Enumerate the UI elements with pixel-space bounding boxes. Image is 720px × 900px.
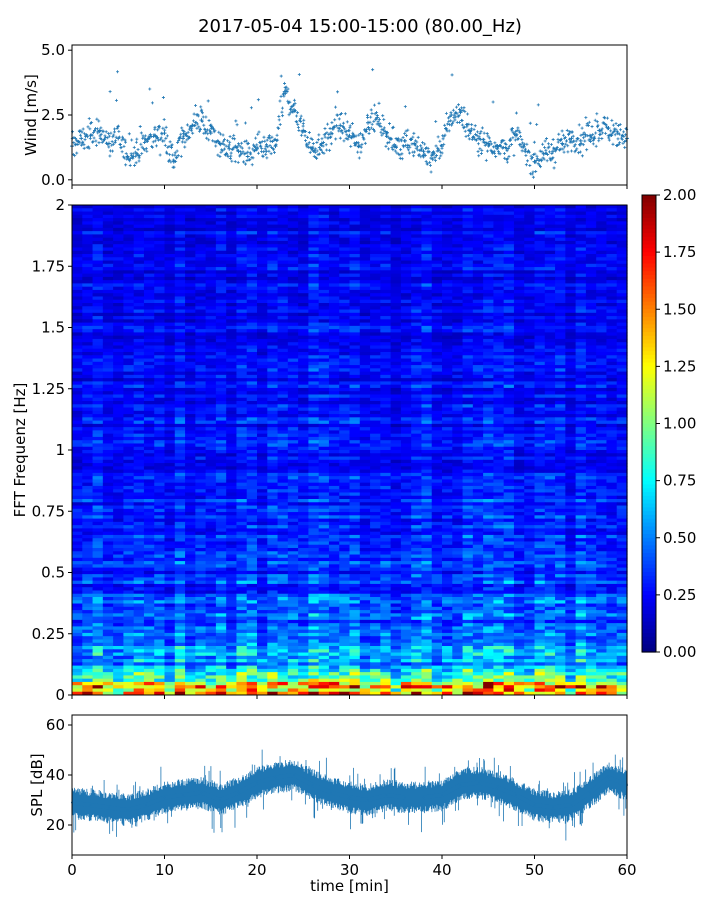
- wind-x-ticks: [71, 185, 628, 189]
- spectrogram-y-axis-label: FFT Frequenz [Hz]: [11, 383, 29, 518]
- colorbar-tick-label: 0.75: [663, 472, 696, 490]
- spl-panel: 20 40 60 0 10 20 30 40 50 60 SPL [dB] time [min]: [28, 714, 637, 895]
- spl-data-point: [163, 796, 166, 799]
- wind-data-point: [430, 157, 435, 162]
- colorbar-ticks: 0.00 0.25 0.50 0.75 1.00 1.25 1.50 1.75 2.00: [656, 186, 696, 661]
- spectrogram-y-tick-label: 0.75: [32, 502, 65, 520]
- spl-data-point: [145, 804, 147, 806]
- wind-data-point: [578, 138, 583, 143]
- wind-data-point: [569, 136, 574, 141]
- spl-x-tick-label: 50: [525, 861, 544, 879]
- colorbar: 0.00 0.25 0.50 0.75 1.00 1.25 1.50 1.75 2.00: [641, 186, 696, 661]
- spectrogram-y-tick-label: 0.25: [32, 625, 65, 643]
- spl-data-point: [108, 806, 110, 809]
- wind-data-point: [227, 146, 232, 151]
- colorbar-tick-label: 2.00: [663, 186, 696, 204]
- spl-data-point: [459, 784, 462, 786]
- wind-data-point: [421, 149, 426, 154]
- wind-points: [70, 68, 629, 179]
- wind-data-point: [338, 123, 343, 128]
- wind-y-tick-label: 2.5: [41, 106, 65, 124]
- spl-y-tick-label: 60: [46, 716, 65, 734]
- spectrogram-y-tick-label: 1.75: [32, 257, 65, 275]
- spl-data-point: [515, 794, 517, 796]
- wind-data-point: [245, 154, 250, 159]
- wind-data-point: [181, 136, 185, 141]
- spl-data-point: [367, 799, 369, 801]
- spectrogram-y-tick-label: 0: [55, 686, 65, 704]
- spl-y-tick-label: 20: [46, 816, 65, 834]
- wind-y-tick-label: 0.0: [41, 171, 65, 189]
- colorbar-tick-label: 0.50: [663, 529, 696, 547]
- spl-x-ticks: 0 10 20 30 40 50 60: [67, 855, 637, 879]
- wind-y-ticks: 0.0 2.5 5.0: [41, 41, 72, 189]
- spl-x-axis-label: time [min]: [310, 877, 389, 895]
- spl-data-point: [274, 776, 277, 779]
- colorbar-tick-label: 0.00: [663, 643, 696, 661]
- wind-y-tick-label: 5.0: [41, 41, 65, 59]
- spl-y-ticks: 20 40 60: [46, 716, 72, 834]
- spl-y-axis-label: SPL [dB]: [28, 753, 46, 816]
- spl-data-point: [552, 806, 554, 809]
- spl-y-tick-label: 40: [46, 766, 65, 784]
- colorbar-gradient: [642, 195, 656, 653]
- spl-data-point: [496, 786, 499, 789]
- colorbar-tick-label: 1.25: [663, 357, 696, 375]
- spl-x-tick-label: 0: [67, 861, 77, 879]
- spl-data-point: [422, 796, 425, 799]
- spl-x-tick-label: 60: [617, 861, 636, 879]
- spl-data-point: [478, 781, 480, 784]
- spectrogram-y-tick-label: 2: [55, 196, 65, 214]
- spl-x-tick-label: 40: [432, 861, 451, 879]
- spectrogram-panel: 0 0.25 0.5 0.75 1 1.25 1.5 1.75 2 FFT Frequenz […: [11, 196, 628, 704]
- spl-x-tick-label: 10: [155, 861, 174, 879]
- spl-x-tick-label: 20: [247, 861, 266, 879]
- wind-axes-frame: [71, 44, 628, 186]
- spl-data-point: [570, 804, 573, 806]
- colorbar-tick-label: 0.25: [663, 586, 696, 604]
- spl-data-point: [126, 809, 129, 811]
- wind-panel: 0.0 2.5 5.0 Wind [m/s]: [22, 41, 629, 189]
- wind-data-point: [79, 136, 84, 141]
- spl-data-point: [533, 804, 536, 806]
- spectrogram-y-tick-label: 1.5: [41, 319, 65, 337]
- spectrogram-y-ticks: 0 0.25 0.5 0.75 1 1.25 1.5 1.75 2: [32, 196, 72, 704]
- spl-data-point: [441, 794, 443, 796]
- spl-line: [71, 749, 628, 841]
- spectrogram-cells: [72, 205, 628, 696]
- spl-data-point: [385, 794, 388, 796]
- figure-title: 2017-05-04 15:00-15:00 (80.00_Hz): [198, 16, 522, 37]
- spectrogram-y-tick-label: 1: [55, 441, 65, 459]
- spl-data-point: [293, 774, 295, 776]
- spl-data-point: [219, 799, 221, 801]
- spectrogram-x-ticks: [71, 695, 628, 699]
- spl-data-point: [589, 791, 591, 794]
- wind-y-axis-label: Wind [m/s]: [22, 74, 40, 156]
- spl-data-point: [256, 781, 258, 784]
- spectrogram-y-tick-label: 1.25: [32, 380, 65, 398]
- spl-data-point: [404, 796, 406, 799]
- colorbar-tick-label: 1.75: [663, 243, 696, 261]
- spl-data-point: [200, 791, 203, 794]
- spectrogram-y-tick-label: 0.5: [41, 564, 65, 582]
- spl-data-point: [182, 794, 184, 796]
- spl-data-point: [311, 784, 314, 786]
- spl-data-point: [330, 791, 332, 794]
- spl-data-point: [348, 796, 351, 799]
- spl-data-point: [237, 791, 240, 794]
- spl-x-tick-label: 30: [340, 861, 359, 879]
- colorbar-tick-label: 1.50: [663, 300, 696, 318]
- spl-data-point: [607, 776, 610, 779]
- spl-data-point: [89, 804, 92, 806]
- colorbar-tick-label: 1.00: [663, 415, 696, 433]
- wind-data-point: [366, 120, 370, 125]
